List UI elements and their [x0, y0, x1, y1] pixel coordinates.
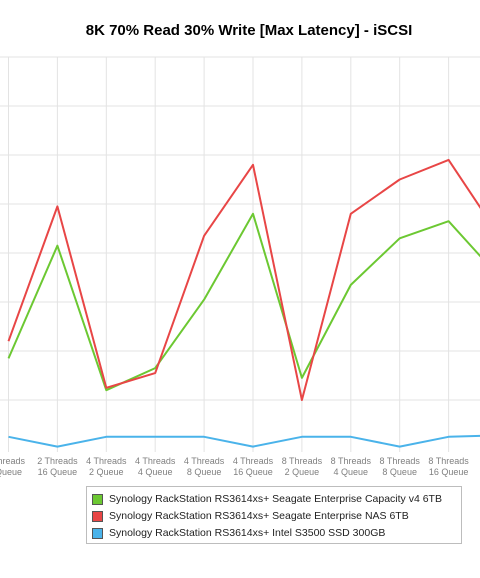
series-line-1 — [7, 158, 480, 401]
legend-swatch-capacity — [92, 493, 103, 505]
x-tick-label: 4 Threads 2 Queue — [86, 456, 127, 477]
legend-label-capacity: Synology RackStation RS3614xs+ Seagate E… — [109, 493, 442, 505]
x-tick-label: 4 Threads 4 Queue — [135, 456, 176, 477]
legend: Synology RackStation RS3614xs+ Seagate E… — [86, 486, 462, 544]
legend-label-nas: Synology RackStation RS3614xs+ Seagate E… — [109, 510, 409, 522]
legend-swatch-ssd — [92, 527, 103, 539]
x-tick-label: 8 Threads 2 Queue — [282, 456, 323, 477]
chart-title: 8K 70% Read 30% Write [Max Latency] - iS… — [86, 22, 413, 39]
x-tick-label: ThreadsQueue — [0, 456, 26, 477]
legend-label-ssd: Synology RackStation RS3614xs+ Intel S35… — [109, 527, 386, 539]
legend-item-ssd: Synology RackStation RS3614xs+ Intel S35… — [92, 525, 461, 541]
series-layer — [7, 158, 480, 448]
legend-item-nas: Synology RackStation RS3614xs+ Seagate E… — [92, 508, 461, 524]
legend-swatch-nas — [92, 510, 103, 522]
x-tick-label: 4 Threads 16 Queue — [233, 456, 274, 477]
x-tick-label: 8 Threads 4 Queue — [331, 456, 372, 477]
legend-item-capacity: Synology RackStation RS3614xs+ Seagate E… — [92, 491, 461, 507]
x-tick-label: 8 Threads 16 Queue — [428, 456, 469, 477]
series-line-2 — [8, 434, 480, 448]
grid-lines — [0, 56, 480, 452]
x-tick-label: 2 Threads 16 Queue — [37, 456, 78, 477]
series-line-0 — [7, 212, 480, 392]
x-tick-label: 8 Threads 8 Queue — [380, 456, 421, 477]
x-tick-label: 4 Threads 8 Queue — [184, 456, 225, 477]
